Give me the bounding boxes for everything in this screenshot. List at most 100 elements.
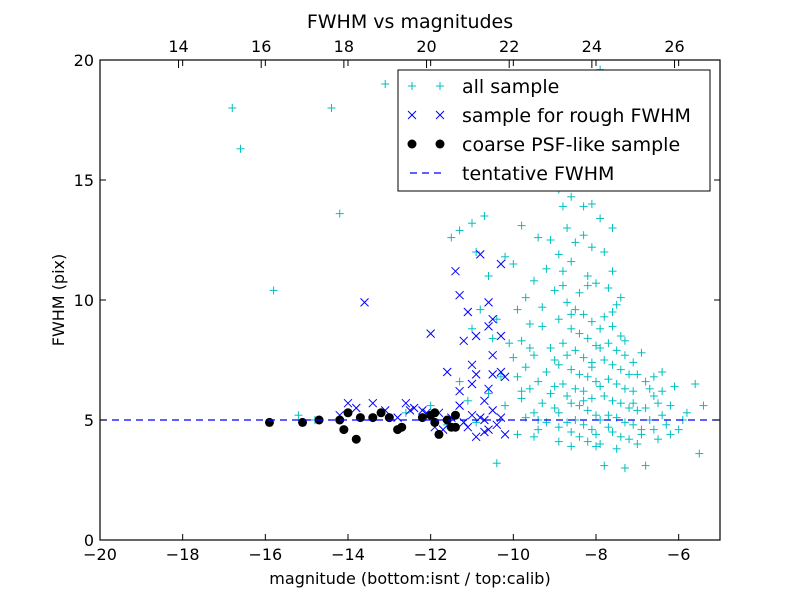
- x-tick-label: −18: [166, 545, 200, 564]
- series-all-sample: [228, 65, 708, 472]
- all-sample-point: [699, 401, 708, 410]
- all-sample-point: [616, 432, 625, 441]
- all-sample-point: [534, 425, 543, 434]
- rough-fwhm-point: [418, 406, 427, 415]
- all-sample-point: [600, 461, 609, 470]
- all-sample-point: [620, 418, 629, 427]
- all-sample-point: [666, 401, 675, 410]
- all-sample-point: [616, 399, 625, 408]
- all-sample-point: [496, 372, 505, 381]
- all-sample-point: [612, 380, 621, 388]
- y-tick-label: 20: [74, 51, 94, 70]
- all-sample-point: [691, 380, 700, 388]
- top-x-tick-label: 24: [582, 37, 602, 56]
- y-tick-label: 10: [74, 291, 94, 310]
- all-sample-point: [587, 394, 596, 403]
- psf-like-point: [343, 408, 353, 418]
- all-sample-point: [538, 399, 547, 408]
- legend-box: [397, 69, 711, 192]
- rough-fwhm-point: [459, 336, 469, 346]
- all-sample-point: [608, 428, 617, 436]
- all-sample-point: [600, 248, 609, 256]
- chart-title: FWHM vs magnitudes: [307, 11, 513, 33]
- all-sample-point: [645, 384, 654, 393]
- all-sample-point: [236, 144, 245, 153]
- rough-fwhm-point: [471, 432, 481, 442]
- psf-like-point: [450, 422, 460, 432]
- legend-plus-mark: [436, 82, 444, 90]
- all-sample-point: [525, 320, 534, 328]
- all-sample-point: [620, 384, 629, 393]
- legend-entry-rough: sample for rough FWHM: [407, 105, 691, 127]
- all-sample-point: [501, 252, 510, 261]
- all-sample-point: [616, 293, 625, 302]
- legend-entry-psf: coarse PSF-like sample: [407, 134, 680, 156]
- all-sample-point: [620, 464, 629, 472]
- rough-fwhm-point: [351, 403, 361, 413]
- all-sample-point: [608, 360, 617, 369]
- x-tick-label: −6: [667, 545, 691, 564]
- all-sample-point: [658, 411, 667, 420]
- rough-fwhm-point: [455, 386, 464, 396]
- rough-fwhm-point: [409, 403, 419, 413]
- all-sample-point: [567, 192, 576, 201]
- top-x-tick-label: 14: [168, 37, 188, 56]
- all-sample-point: [579, 387, 588, 396]
- all-sample-point: [401, 408, 410, 417]
- all-sample-point: [608, 322, 617, 331]
- all-sample-point: [592, 279, 600, 288]
- rough-fwhm-point: [484, 384, 493, 394]
- all-sample-point: [558, 267, 567, 276]
- all-sample-point: [604, 423, 613, 432]
- all-sample-point: [567, 324, 576, 333]
- rough-fwhm-point: [492, 420, 502, 430]
- all-sample-point: [592, 411, 600, 420]
- x-tick-label: −16: [248, 545, 282, 564]
- legend-label-all-sample: all sample: [462, 76, 559, 98]
- all-sample-point: [571, 238, 580, 247]
- top-x-tick-label: 18: [334, 37, 354, 56]
- all-sample-point: [530, 351, 538, 360]
- psf-like-point: [430, 417, 440, 427]
- x-tick-label: −10: [496, 545, 530, 564]
- all-sample-point: [633, 440, 642, 448]
- all-sample-point: [447, 233, 456, 242]
- all-sample-point: [579, 202, 588, 211]
- all-sample-point: [468, 219, 476, 228]
- rough-fwhm-point: [496, 259, 506, 269]
- psf-like-point: [417, 413, 427, 423]
- all-sample-point: [558, 281, 567, 290]
- all-sample-point: [583, 281, 592, 290]
- all-sample-point: [612, 444, 621, 453]
- all-sample-point: [476, 305, 485, 314]
- rough-fwhm-point: [451, 266, 460, 276]
- rough-fwhm-point: [488, 406, 498, 415]
- all-sample-point: [554, 360, 563, 369]
- series-rough-fwhm: [335, 250, 510, 442]
- all-sample-point: [228, 104, 237, 112]
- all-sample-point: [521, 363, 530, 372]
- all-sample-point: [583, 406, 592, 415]
- psf-like-point: [264, 417, 274, 427]
- all-sample-point: [554, 423, 563, 432]
- all-sample-point: [637, 430, 646, 439]
- all-sample-point: [554, 437, 563, 446]
- all-sample-point: [513, 305, 522, 314]
- all-sample-point: [567, 365, 576, 374]
- all-sample-point: [592, 377, 600, 386]
- all-sample-point: [563, 224, 572, 232]
- y-axis-label: FWHM (pix): [49, 254, 68, 347]
- all-sample-point: [600, 312, 609, 321]
- all-sample-point: [625, 404, 634, 412]
- all-sample-point: [521, 293, 530, 302]
- all-sample-point: [567, 310, 576, 319]
- rough-fwhm-point: [500, 372, 510, 382]
- all-sample-point: [620, 336, 629, 345]
- axis-ticks: [99, 59, 720, 541]
- all-sample-point: [517, 336, 526, 345]
- psf-like-point: [450, 410, 460, 420]
- x-axis-label: magnitude (bottom:isnt / top:calib): [269, 569, 550, 588]
- all-sample-point: [620, 351, 629, 360]
- all-sample-point: [592, 442, 600, 451]
